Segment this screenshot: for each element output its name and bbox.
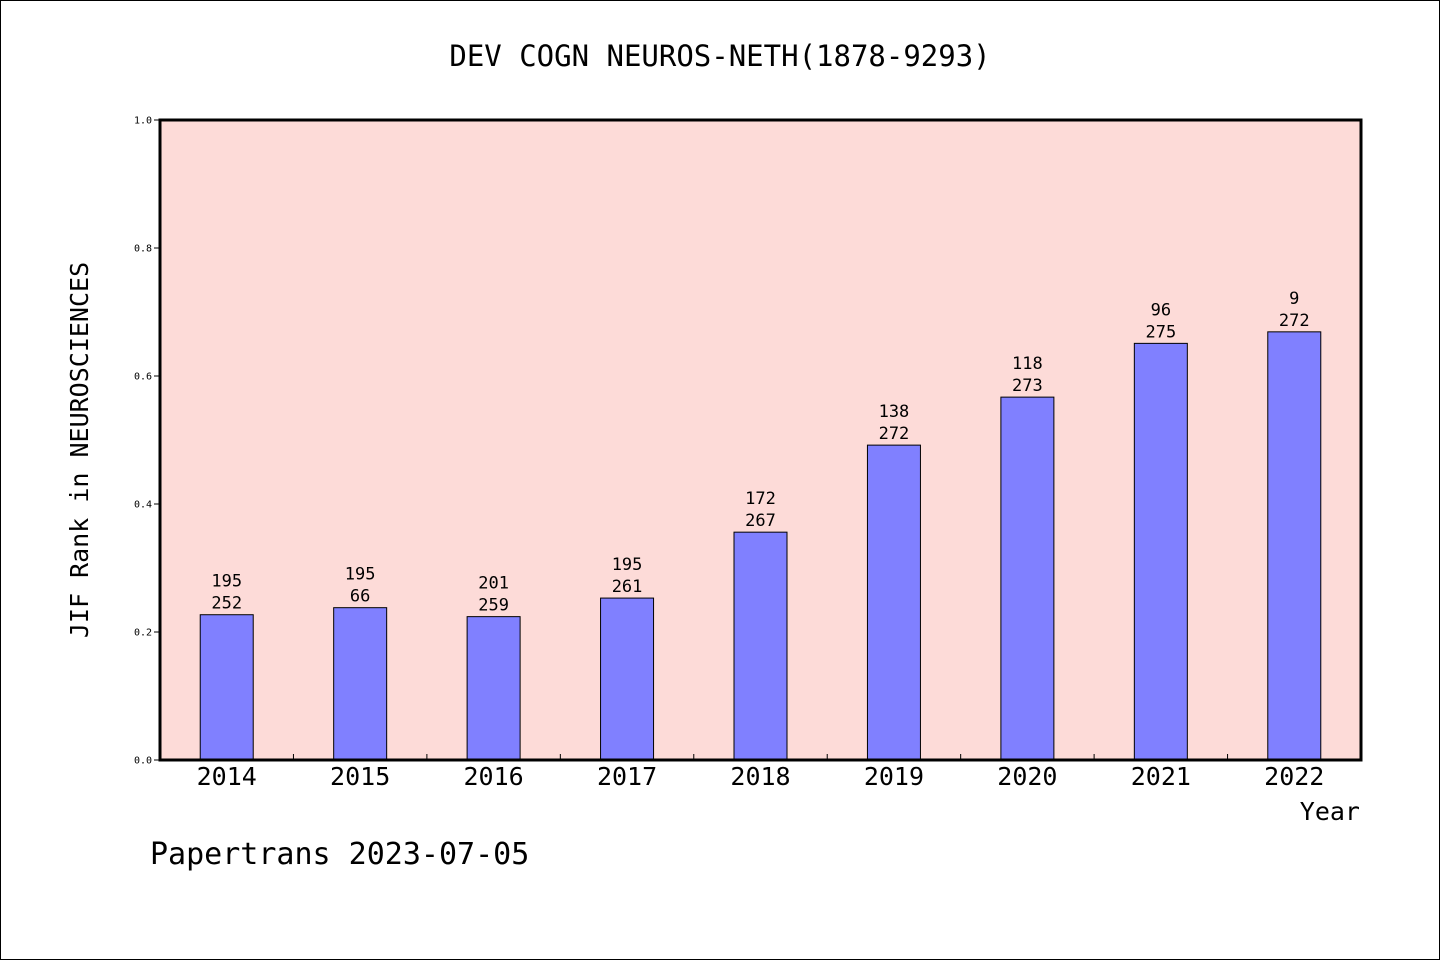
bar-2014 xyxy=(199,614,254,761)
y-tick-label: 0.8 xyxy=(134,244,152,255)
x-tick-label: 2015 xyxy=(330,762,390,791)
bar-label-rank: 195 xyxy=(345,565,376,585)
bar-2020 xyxy=(1000,396,1055,761)
bar-label-total: 252 xyxy=(211,594,242,614)
bar-2016 xyxy=(466,616,521,761)
bar-label-rank: 9 xyxy=(1289,289,1299,309)
x-tick-label: 2017 xyxy=(597,762,657,791)
bar-label-total: 272 xyxy=(1279,311,1310,331)
y-tick-label: 0.2 xyxy=(134,628,152,639)
x-tick-label: 2018 xyxy=(730,762,790,791)
x-tick-label: 2014 xyxy=(197,762,257,791)
y-tick-label: 0.0 xyxy=(134,756,152,767)
bar-2021 xyxy=(1133,342,1188,761)
bar-2018 xyxy=(733,531,788,761)
x-tick-label: 2020 xyxy=(997,762,1057,791)
bar-label-rank: 201 xyxy=(478,574,509,594)
bar-2022 xyxy=(1267,331,1322,761)
bar-label-total: 259 xyxy=(478,596,509,616)
bar-label-total: 267 xyxy=(745,511,776,531)
bar-label-total: 272 xyxy=(879,424,910,444)
x-axis-label: Year xyxy=(1300,797,1360,826)
bar-2015 xyxy=(333,607,388,761)
bar-label-rank: 138 xyxy=(879,402,910,422)
plot-border xyxy=(158,118,1363,762)
bar-label-rank: 172 xyxy=(745,489,776,509)
bar-label-total: 273 xyxy=(1012,376,1043,396)
bar-label-total: 261 xyxy=(612,577,643,597)
bar-label-rank: 118 xyxy=(1012,354,1043,374)
bar-label-rank: 96 xyxy=(1151,300,1171,320)
bar-2019 xyxy=(866,444,921,761)
bar-label-rank: 195 xyxy=(612,555,643,575)
x-tick-label: 2016 xyxy=(464,762,524,791)
bar-label-total: 66 xyxy=(350,587,370,607)
bar-2017 xyxy=(600,597,655,761)
x-tick-label: 2022 xyxy=(1264,762,1324,791)
y-axis-label: JIF Rank in NEUROSCIENCES xyxy=(65,262,94,638)
bar-label-rank: 195 xyxy=(211,572,242,592)
y-tick-label: 0.6 xyxy=(134,372,152,383)
footer-text: Papertrans 2023-07-05 xyxy=(150,837,529,872)
y-tick-label: 1.0 xyxy=(134,116,152,127)
x-tick-label: 2019 xyxy=(864,762,924,791)
y-tick-label: 0.4 xyxy=(134,500,152,511)
bar-label-total: 275 xyxy=(1145,322,1176,342)
chart-title: DEV COGN NEUROS-NETH(1878-9293) xyxy=(449,39,990,73)
x-tick-label: 2021 xyxy=(1131,762,1191,791)
